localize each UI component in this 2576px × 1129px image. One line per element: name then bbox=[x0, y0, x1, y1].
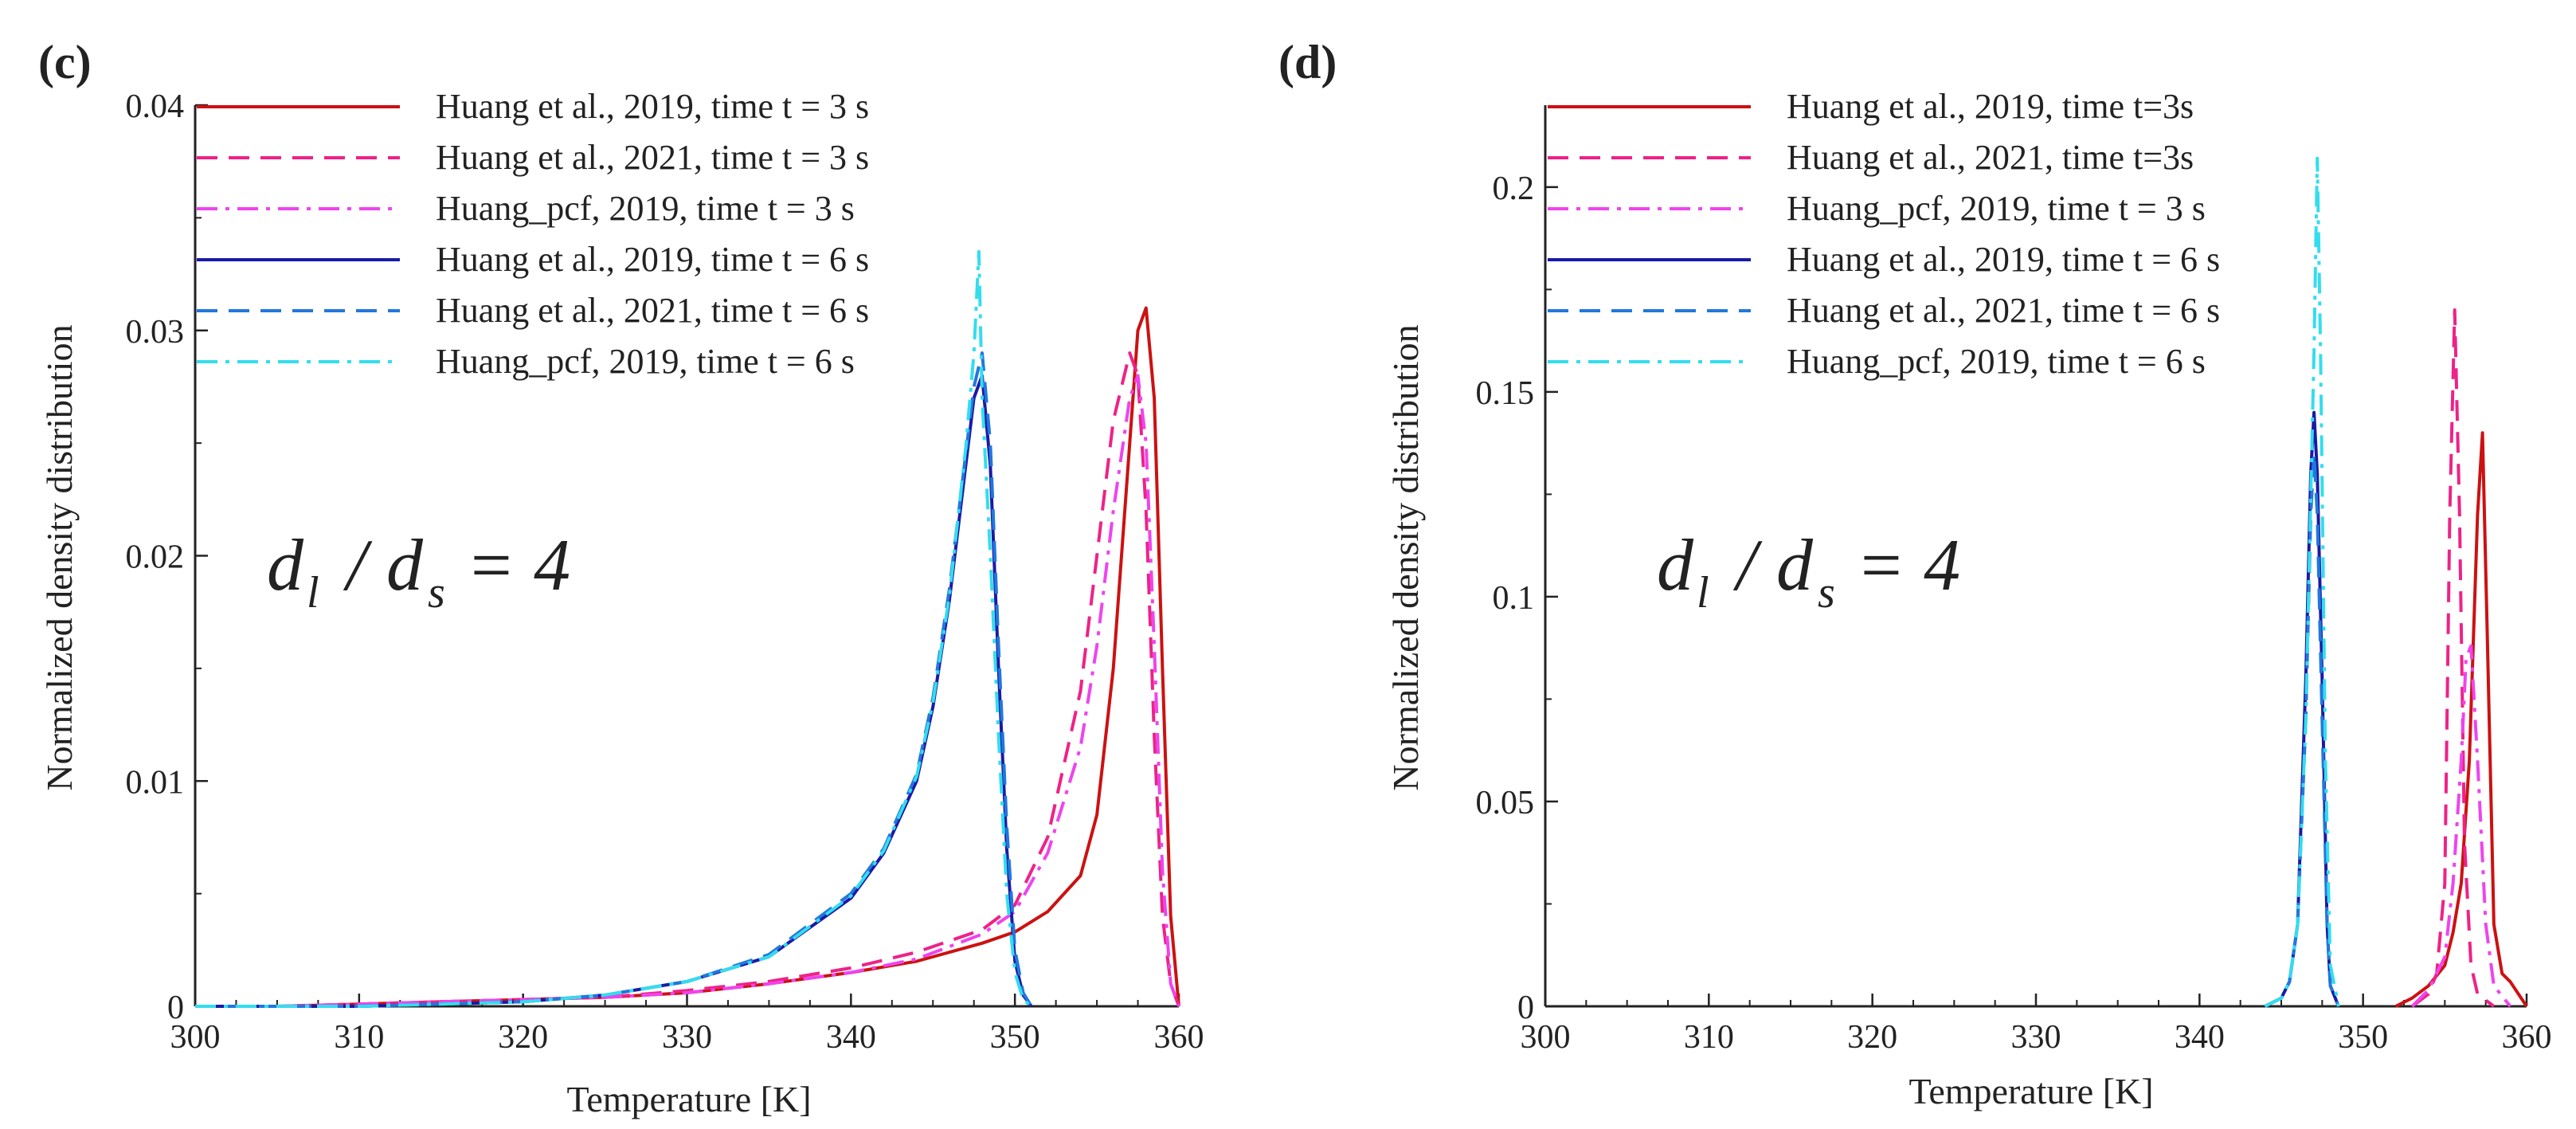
anno-sub2-d: s bbox=[1818, 568, 1835, 617]
legend-d: Huang et al., 2019, time t=3s Huang et al… bbox=[1548, 87, 2220, 381]
y-tick-label-c: 0.04 bbox=[126, 88, 185, 125]
series-line-c-3 bbox=[195, 374, 1180, 1008]
anno-sep-c: / bbox=[343, 524, 373, 606]
y-tick-label-d: 0.05 bbox=[1476, 785, 1535, 821]
x-axis-label-d: Temperature [K] bbox=[1909, 1071, 2153, 1111]
x-tick-label-d: 300 bbox=[1521, 1019, 1571, 1056]
y-tick-label-c: 0.03 bbox=[126, 314, 185, 351]
legend-label-d-6: Huang_pcf, 2019, time t = 6 s bbox=[1787, 342, 2206, 381]
legend-label-c-5: Huang et al., 2021, time t = 6 s bbox=[436, 291, 869, 330]
anno-sep-d: / bbox=[1732, 524, 1763, 606]
x-tick-label-d: 320 bbox=[1847, 1019, 1897, 1056]
y-tick-label-c: 0.01 bbox=[126, 764, 185, 801]
anno-base2-c: d bbox=[386, 524, 424, 606]
series-line-d-2 bbox=[2411, 308, 2496, 1008]
x-tick-label-d: 340 bbox=[2175, 1019, 2225, 1056]
y-tick-label-d: 0.1 bbox=[1493, 580, 1535, 617]
y-tick-label-c: 0 bbox=[167, 990, 184, 1026]
legend-label-c-2: Huang et al., 2021, time t = 3 s bbox=[436, 138, 869, 177]
series-line-d-3 bbox=[2410, 644, 2512, 1008]
y-tick-label-d: 0 bbox=[1517, 990, 1534, 1026]
series-line-c-6 bbox=[195, 249, 1033, 1008]
legend-label-d-1: Huang et al., 2019, time t=3s bbox=[1787, 87, 2194, 126]
y-tick-label-d: 0.2 bbox=[1493, 171, 1535, 207]
x-tick-label-d: 360 bbox=[2502, 1019, 2552, 1056]
x-tick-label-d: 310 bbox=[1684, 1019, 1734, 1056]
legend-label-d-4: Huang et al., 2019, time t = 6 s bbox=[1787, 240, 2220, 279]
anno-base1-c: d bbox=[267, 524, 304, 606]
y-tick-label-c: 0.02 bbox=[126, 539, 185, 576]
chart-panel-c: (c) Normalized density distribution Temp… bbox=[38, 36, 1204, 1119]
anno-rhs-d: = 4 bbox=[1856, 524, 1960, 606]
x-tick-label-c: 340 bbox=[826, 1019, 876, 1056]
anno-sub1-d: l bbox=[1697, 568, 1709, 617]
x-tick-label-d: 330 bbox=[2011, 1019, 2061, 1056]
legend-label-d-2: Huang et al., 2021, time t=3s bbox=[1787, 138, 2194, 177]
x-tick-label-c: 330 bbox=[662, 1019, 712, 1056]
y-tick-label-d: 0.15 bbox=[1476, 375, 1535, 412]
x-tick-label-c: 360 bbox=[1154, 1019, 1204, 1056]
anno-sub2-c: s bbox=[428, 568, 445, 617]
x-tick-label-c: 350 bbox=[990, 1019, 1040, 1056]
x-tick-label-d: 350 bbox=[2338, 1019, 2388, 1056]
legend-label-c-1: Huang et al., 2019, time t = 3 s bbox=[436, 87, 869, 126]
legend-c: Huang et al., 2019, time t = 3 s Huang et… bbox=[197, 87, 869, 381]
anno-base1-d: d bbox=[1657, 524, 1694, 606]
series-line-c-2 bbox=[195, 351, 1180, 1008]
anno-base2-d: d bbox=[1776, 524, 1814, 606]
series-line-d-5 bbox=[2264, 452, 2340, 1008]
ratio-annotation-c: d l / d s = 4 bbox=[267, 524, 570, 617]
x-tick-label-c: 300 bbox=[170, 1019, 221, 1056]
legend-label-c-6: Huang_pcf, 2019, time t = 6 s bbox=[436, 342, 855, 381]
legend-label-c-4: Huang et al., 2019, time t = 6 s bbox=[436, 240, 869, 279]
series-line-d-6 bbox=[2264, 156, 2340, 1008]
legend-label-d-5: Huang et al., 2021, time t = 6 s bbox=[1787, 291, 2220, 330]
y-axis-label-d: Normalized density distribution bbox=[1385, 324, 1426, 790]
ratio-annotation-d: d l / d s = 4 bbox=[1657, 524, 1960, 617]
x-axis-label-c: Temperature [K] bbox=[566, 1079, 811, 1119]
series-line-c-4 bbox=[195, 374, 1033, 1008]
series-line-c-5 bbox=[195, 351, 1033, 1008]
series-line-c-1 bbox=[195, 306, 1180, 1008]
legend-label-d-3: Huang_pcf, 2019, time t = 3 s bbox=[1787, 189, 2206, 228]
anno-sub1-c: l bbox=[307, 568, 319, 617]
y-axis-label-c: Normalized density distribution bbox=[39, 324, 80, 790]
legend-label-c-3: Huang_pcf, 2019, time t = 3 s bbox=[436, 189, 855, 228]
x-tick-label-c: 310 bbox=[334, 1019, 384, 1056]
chart-panel-d: (d) Normalized density distribution Temp… bbox=[1278, 36, 2552, 1111]
panel-label-c: (c) bbox=[38, 36, 92, 88]
panel-label-d: (d) bbox=[1278, 36, 1337, 88]
anno-rhs-c: = 4 bbox=[466, 524, 570, 606]
x-tick-label-c: 320 bbox=[498, 1019, 548, 1056]
